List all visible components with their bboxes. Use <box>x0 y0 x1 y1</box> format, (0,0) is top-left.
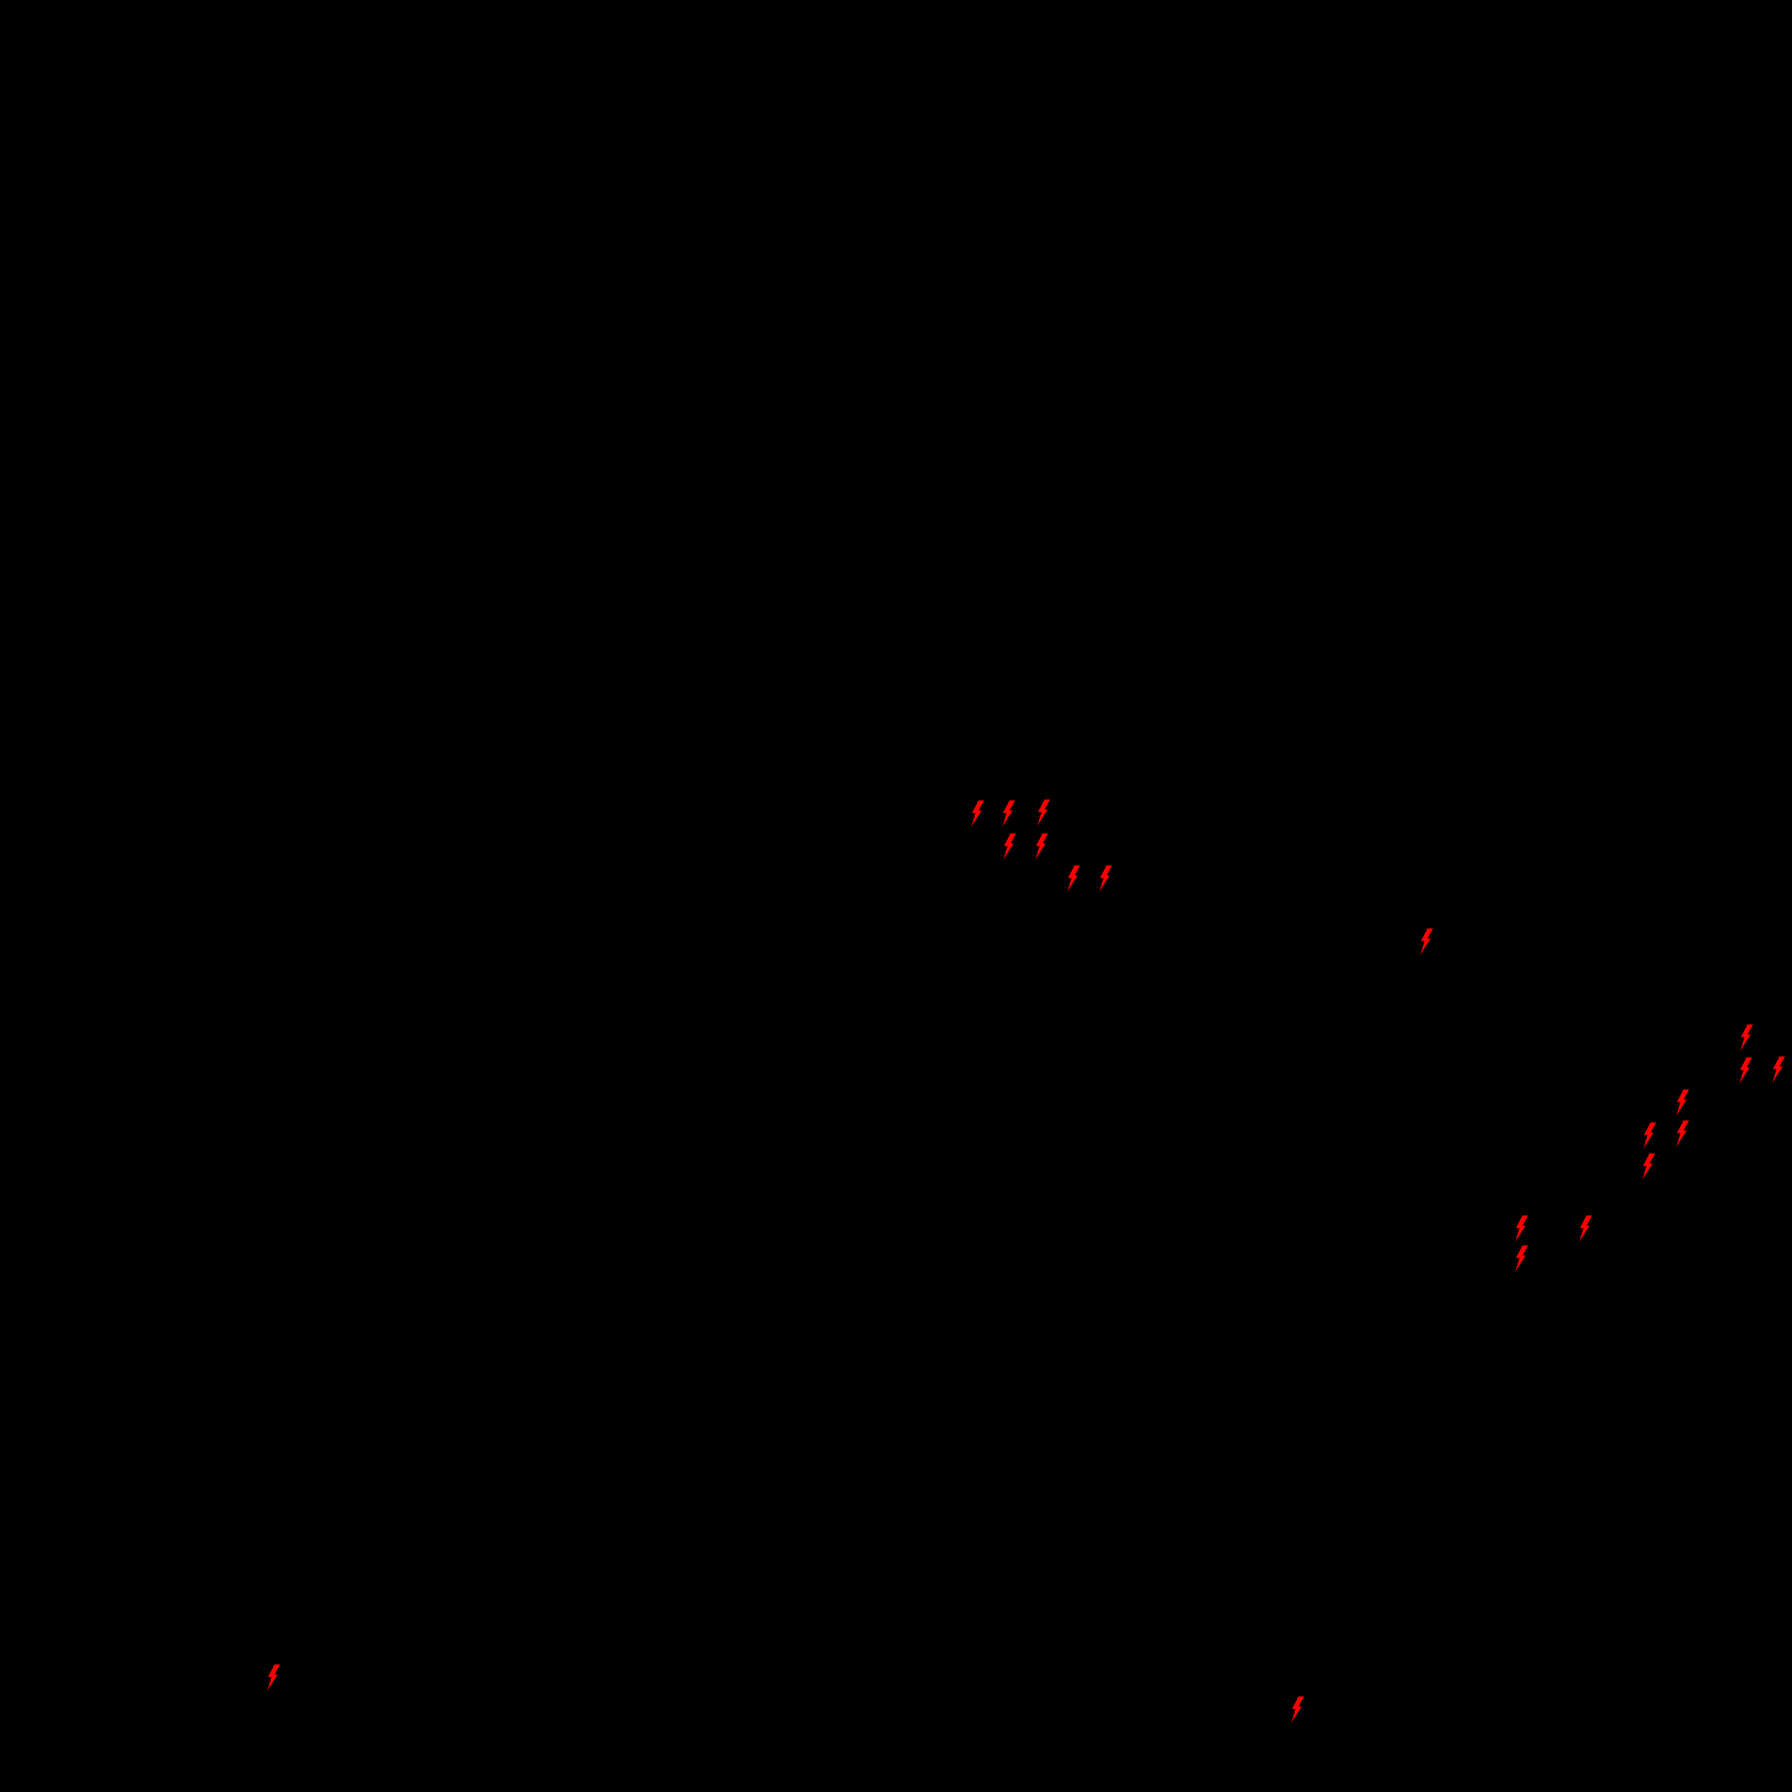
lightning-strike-icon <box>1737 1056 1752 1084</box>
lightning-strike-icon <box>1097 864 1112 892</box>
lightning-strike-icon <box>265 1663 280 1691</box>
lightning-strike-icon <box>1674 1119 1689 1147</box>
lightning-strike-icon <box>1065 864 1080 892</box>
lightning-strike-icon <box>1289 1695 1304 1723</box>
lightning-strike-icon <box>1641 1121 1656 1149</box>
lightning-strike-icon <box>1418 927 1433 955</box>
lightning-strike-icon <box>1513 1214 1528 1242</box>
lightning-strike-icon <box>1033 832 1048 860</box>
lightning-strike-icon <box>1640 1152 1655 1180</box>
lightning-strike-icon <box>1000 799 1015 827</box>
lightning-strike-icon <box>1674 1088 1689 1116</box>
lightning-strike-icon <box>969 799 984 827</box>
lightning-strike-icon <box>1577 1214 1592 1242</box>
lightning-strike-icon <box>1513 1244 1528 1272</box>
lightning-strike-icon <box>1738 1023 1753 1051</box>
lightning-strike-icon <box>1770 1055 1785 1083</box>
lightning-strike-icon <box>1035 798 1050 826</box>
lightning-strike-icon <box>1001 832 1016 860</box>
